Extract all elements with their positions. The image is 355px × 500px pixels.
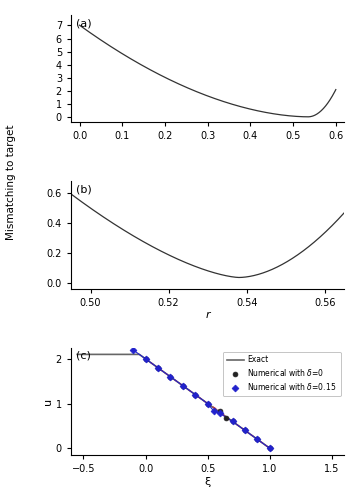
Text: (c): (c) — [76, 351, 91, 361]
Numerical with $\delta$=0.15 — [156, 365, 160, 371]
Exact — [217, 408, 221, 414]
Numerical with $\delta$=0 — [168, 374, 173, 380]
Line: Exact: Exact — [77, 354, 272, 448]
Text: (b): (b) — [76, 184, 92, 194]
Line: Numerical with $\delta$=0.15: Numerical with $\delta$=0.15 — [131, 348, 272, 451]
Exact — [198, 395, 202, 401]
Numerical with $\delta$=0.15 — [218, 410, 222, 416]
Exact — [216, 408, 220, 414]
Text: (a): (a) — [76, 18, 92, 28]
Exact — [268, 446, 272, 452]
Numerical with $\delta$=0.15 — [268, 446, 272, 452]
Numerical with $\delta$=0 — [224, 415, 229, 421]
Numerical with $\delta$=0.15 — [255, 436, 260, 442]
Numerical with $\delta$=0 — [143, 356, 148, 362]
Exact — [270, 446, 274, 452]
Numerical with $\delta$=0.15 — [243, 428, 247, 434]
Numerical with $\delta$=0 — [243, 428, 247, 434]
Exact — [99, 352, 103, 358]
Numerical with $\delta$=0.15 — [193, 392, 197, 398]
Numerical with $\delta$=0.15 — [181, 382, 185, 388]
Exact — [152, 362, 157, 368]
Text: Mismatching to target: Mismatching to target — [6, 124, 16, 240]
Numerical with $\delta$=0 — [181, 382, 185, 388]
X-axis label: r: r — [205, 310, 210, 320]
Exact — [75, 352, 80, 358]
Numerical with $\delta$=0.15 — [168, 374, 173, 380]
Numerical with $\delta$=0.15 — [212, 408, 216, 414]
Numerical with $\delta$=0 — [156, 365, 160, 371]
Numerical with $\delta$=0 — [206, 400, 210, 406]
Numerical with $\delta$=0 — [255, 436, 260, 442]
X-axis label: ξ: ξ — [204, 477, 211, 487]
Numerical with $\delta$=0.15 — [131, 347, 135, 353]
Numerical with $\delta$=0 — [230, 418, 235, 424]
Numerical with $\delta$=0.15 — [230, 418, 235, 424]
Numerical with $\delta$=0 — [193, 392, 197, 398]
Legend: Exact, Numerical with $\delta$=0, Numerical with $\delta$=0.15: Exact, Numerical with $\delta$=0, Numeri… — [223, 352, 340, 397]
Y-axis label: u: u — [43, 398, 53, 405]
Exact — [139, 352, 143, 358]
Numerical with $\delta$=0 — [218, 408, 222, 414]
Line: Numerical with $\delta$=0: Numerical with $\delta$=0 — [143, 356, 272, 450]
Numerical with $\delta$=0 — [268, 446, 272, 452]
Numerical with $\delta$=0.15 — [143, 356, 148, 362]
Numerical with $\delta$=0.15 — [206, 400, 210, 406]
